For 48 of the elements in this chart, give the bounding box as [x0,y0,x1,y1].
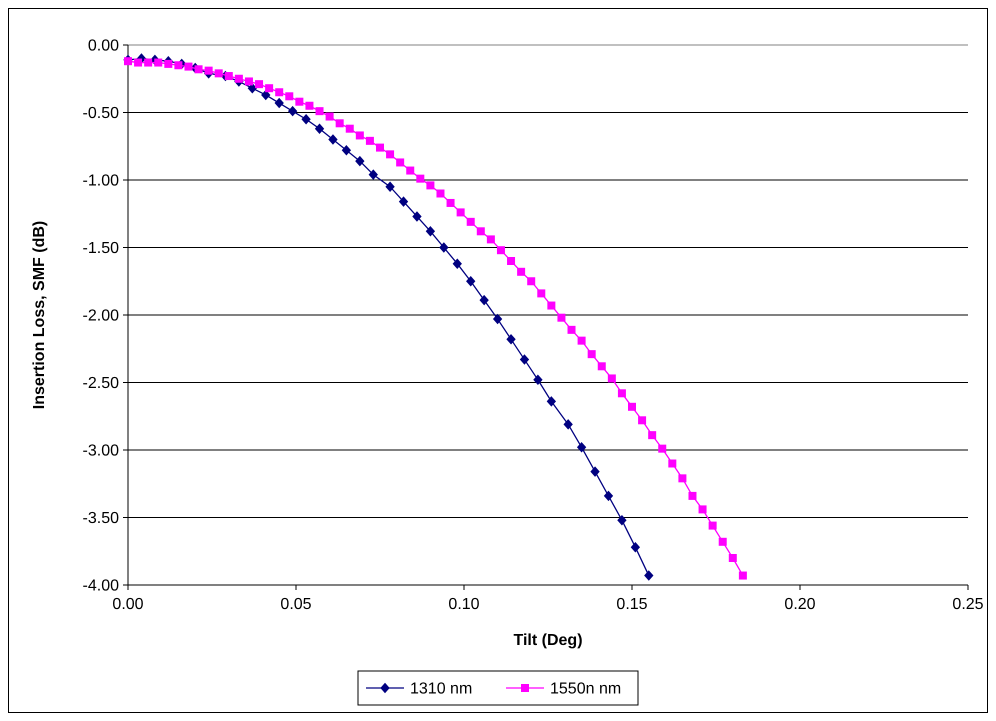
point [342,145,351,156]
point [466,276,476,286]
x-tick-label: 0.05 [280,596,312,613]
point [564,419,573,430]
point [644,570,654,581]
y-axis-title: Insertion Loss, SMF (dB) [31,220,48,410]
y-tick-label: -3.00 [82,442,120,460]
point [520,354,529,365]
point [261,90,270,100]
y-tick-label: -1.50 [82,240,120,258]
point [315,124,324,134]
point [274,98,284,108]
point [368,170,378,180]
point [399,196,408,207]
x-axis-title: Tilt (Deg) [513,632,583,649]
x-tick-label: 0.10 [448,596,480,613]
point [480,295,489,306]
point [288,106,298,116]
y-tick-label: -2.50 [82,375,120,392]
point [355,156,364,166]
y-tick-label: -3.50 [82,510,120,528]
y-tick-label: -1.00 [82,172,120,190]
point [302,114,311,124]
legend-label: 1550n nm [550,680,622,698]
point [546,396,556,406]
point [630,542,640,552]
point [506,334,516,344]
x-tick-label: 0.15 [616,596,648,613]
point [439,242,448,252]
legend-label: 1310 nm [410,680,472,698]
point [590,466,600,477]
x-tick-label: 0.20 [784,596,816,613]
x-tick-label: 0.00 [112,596,144,613]
point [452,258,462,269]
y-tick-label: -2.00 [82,308,120,325]
point [533,374,542,385]
x-tick-label: 0.25 [952,596,984,613]
y-tick-label: -0.50 [82,105,120,122]
point [386,182,395,192]
point [577,442,586,452]
point [412,211,422,222]
point [426,226,435,236]
y-tick-label: -4.00 [82,578,120,595]
y-tick-label: 0.00 [88,38,120,55]
point [604,490,613,501]
point [617,515,626,526]
point [493,314,502,324]
point [328,134,338,144]
